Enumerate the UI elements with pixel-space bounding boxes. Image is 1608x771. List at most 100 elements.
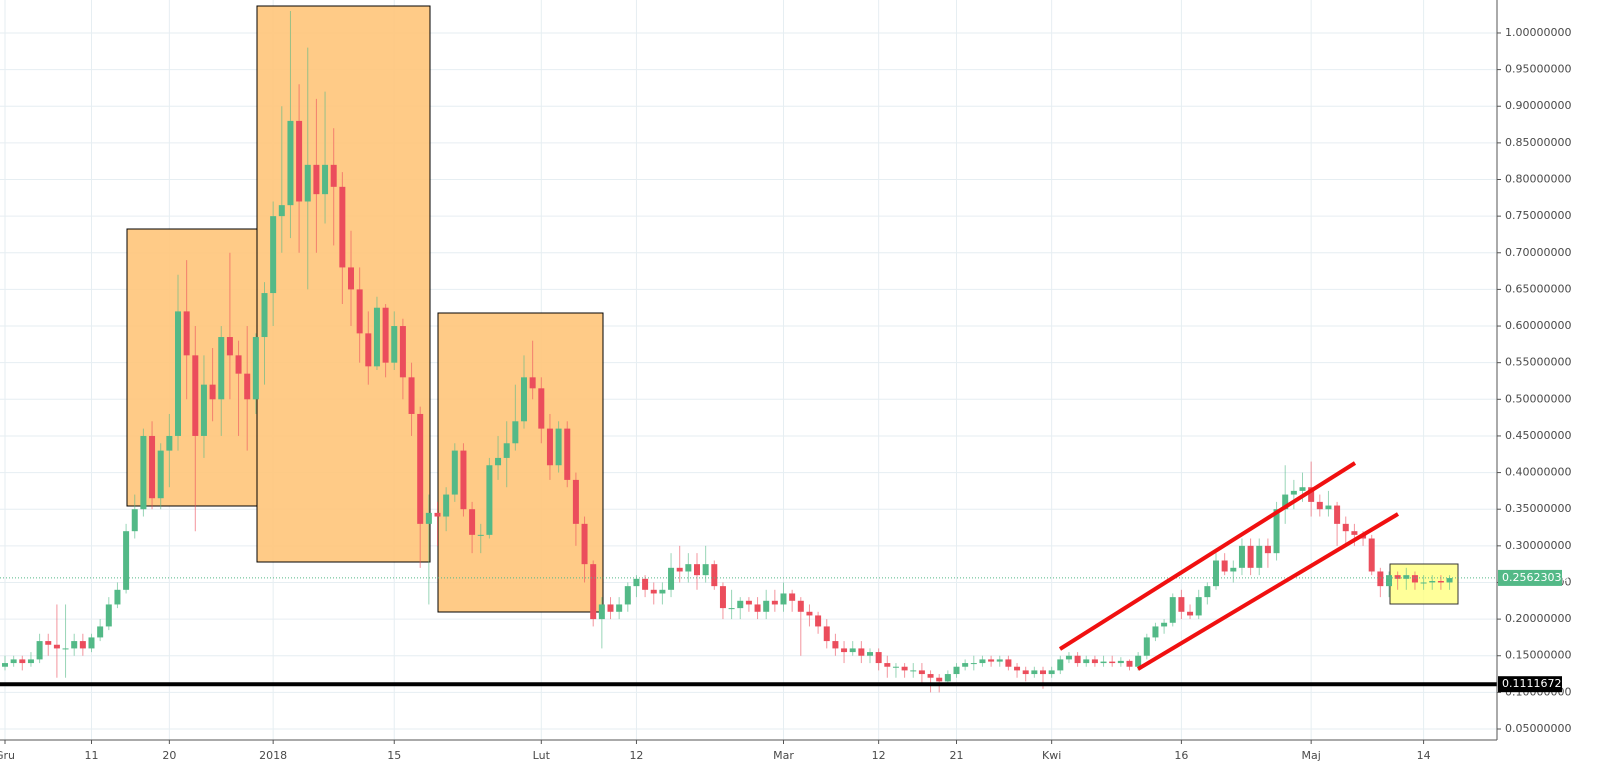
x-tick-label: 16 <box>1174 749 1188 762</box>
price-label: 0.25623030 <box>1502 571 1568 584</box>
candle-body <box>1022 670 1029 675</box>
candle-body <box>624 586 631 605</box>
candle-body <box>892 666 899 668</box>
candle-body <box>1100 661 1107 664</box>
candle-body <box>1429 581 1436 583</box>
candle-body <box>1005 659 1012 667</box>
candle-body <box>633 578 640 587</box>
y-tick-label: 0.50000000 <box>1505 392 1571 405</box>
candle-body <box>702 564 709 576</box>
x-tick-label: Gru <box>0 749 15 762</box>
candle-body <box>270 216 277 294</box>
candle-body <box>1031 670 1038 675</box>
candle-body <box>737 600 744 609</box>
y-tick-label: 0.95000000 <box>1505 63 1571 76</box>
y-tick-label: 0.60000000 <box>1505 319 1571 332</box>
candle-body <box>1083 659 1090 664</box>
x-tick-label: 12 <box>872 749 886 762</box>
candle-body <box>1091 659 1098 664</box>
candle-body <box>1308 487 1315 502</box>
candle-body <box>244 373 251 400</box>
candle-body <box>235 355 242 374</box>
candle-body <box>1351 531 1358 535</box>
price-label-bg <box>1498 676 1562 693</box>
y-tick-label: 0.40000000 <box>1505 466 1571 479</box>
candle-body <box>356 289 363 334</box>
annotations-front <box>1058 461 1400 671</box>
candle-body <box>564 428 571 480</box>
candle-body <box>1014 666 1021 671</box>
x-tick-label: 15 <box>387 749 401 762</box>
candle-body <box>226 337 233 356</box>
candle-body <box>114 589 121 605</box>
candle-body <box>131 509 138 532</box>
candle-body <box>763 600 770 612</box>
candle-body <box>469 509 476 535</box>
candle-body <box>927 674 934 678</box>
candle-body <box>105 604 112 627</box>
y-tick-label: 0.05000000 <box>1505 722 1571 735</box>
candle-body <box>45 641 52 645</box>
candle-body <box>382 307 389 363</box>
candle-body <box>88 637 95 649</box>
y-tick-label: 1.00000000 <box>1505 26 1571 39</box>
candle-body <box>1178 597 1185 612</box>
candle-body <box>685 564 692 572</box>
candle-body <box>425 512 432 524</box>
candle-body <box>1403 575 1410 579</box>
price-label-bg <box>1498 569 1562 586</box>
candle-body <box>330 164 337 187</box>
candle-body <box>936 677 943 682</box>
y-tick-label: 0.35000000 <box>1505 502 1571 515</box>
x-tick-label: 11 <box>85 749 99 762</box>
candle-body <box>399 326 406 378</box>
y-tick-label: 0.55000000 <box>1505 356 1571 369</box>
candle-body <box>832 641 839 649</box>
y-tick-label: 0.65000000 <box>1505 282 1571 295</box>
candle-body <box>2 663 8 667</box>
candle-body <box>1420 582 1427 584</box>
x-tick-label: Kwi <box>1042 749 1061 762</box>
candle-body <box>668 567 675 590</box>
candle-body <box>1273 509 1280 554</box>
candle-body <box>529 377 536 389</box>
candle-body <box>27 659 34 664</box>
candle-body <box>1325 505 1332 510</box>
candle-body <box>1109 661 1116 664</box>
candle-body <box>823 626 830 642</box>
candle-body <box>1377 571 1384 587</box>
candle-body <box>1117 660 1124 664</box>
candle-body <box>166 435 173 451</box>
x-tick-label: 14 <box>1417 749 1431 762</box>
candle-body <box>495 457 502 466</box>
candle-body <box>339 186 346 268</box>
candle-body <box>157 450 164 499</box>
candle-body <box>1040 670 1046 675</box>
x-tick-label: 21 <box>950 749 964 762</box>
candle-body <box>460 450 467 510</box>
candle-body <box>1074 655 1081 664</box>
candle-body <box>979 659 986 664</box>
candle-body <box>1368 538 1375 572</box>
candle-body <box>607 604 614 612</box>
candle-body <box>1437 581 1444 583</box>
y-tick-label: 0.80000000 <box>1505 173 1571 186</box>
candle-body <box>1282 494 1289 510</box>
annotations-back <box>126 5 1459 613</box>
candle-body <box>79 641 86 649</box>
y-tick-label: 0.85000000 <box>1505 136 1571 149</box>
candle-body <box>590 564 597 620</box>
candle-body <box>1161 622 1168 627</box>
candle-body <box>1290 490 1297 495</box>
candle-body <box>1057 659 1064 671</box>
candle-body <box>780 593 787 605</box>
candle-body <box>1386 575 1392 587</box>
candle-body <box>572 479 579 524</box>
candle-body <box>140 435 147 510</box>
candle-body <box>200 384 207 436</box>
y-tick-label: 0.15000000 <box>1505 649 1571 662</box>
candle-body <box>884 663 891 667</box>
candle-body <box>642 578 649 590</box>
candle-body <box>1221 560 1228 572</box>
